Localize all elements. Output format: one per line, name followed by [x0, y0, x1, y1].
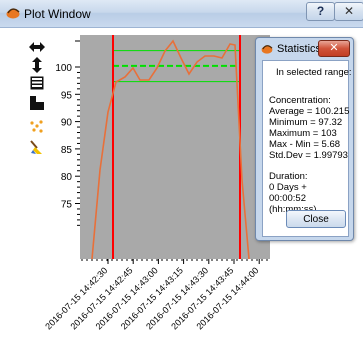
stats-duration-time: 00:00:52 — [269, 193, 306, 204]
stats-duration-format: (hh:mm:ss) — [269, 204, 317, 216]
stats-range: Max - Min = 5.68 — [269, 139, 341, 150]
scatter-icon[interactable] — [26, 118, 48, 136]
stats-minimum: Minimum = 97.32 — [269, 117, 343, 128]
stats-stddev: Std.Dev = 1.99793 — [269, 150, 348, 161]
stats-duration-label: Duration: — [269, 171, 308, 182]
stats-concentration-label: Concentration: — [269, 95, 331, 106]
title-bar[interactable]: Plot Window ? ✕ — [0, 0, 363, 28]
stats-close-button[interactable]: Close — [286, 210, 346, 228]
window-close-button[interactable]: ✕ — [334, 2, 363, 21]
y-tick-label: 85 — [61, 145, 73, 156]
stats-maximum: Maximum = 103 — [269, 128, 337, 139]
window-title: Plot Window — [24, 7, 91, 21]
stats-average: Average = 100.215 — [269, 106, 350, 117]
broom-icon[interactable] — [26, 138, 48, 156]
data-series-line — [91, 39, 250, 260]
pan-vertical-icon[interactable] — [26, 56, 48, 74]
y-tick-label: 80 — [61, 172, 73, 183]
stats-title-bar[interactable]: Statistics ✕ — [256, 38, 353, 60]
copy-icon[interactable] — [26, 94, 48, 112]
pan-horizontal-icon[interactable] — [26, 38, 48, 56]
stats-title: Statistics — [277, 43, 322, 55]
stats-app-icon — [261, 45, 273, 54]
stats-header: In selected range: — [276, 67, 352, 78]
y-tick-label: 100 — [55, 63, 72, 74]
stats-duration-days: 0 Days + — [269, 182, 307, 193]
y-tick-label: 75 — [61, 200, 73, 211]
app-logo-icon — [6, 8, 20, 19]
plot-area — [80, 35, 270, 259]
table-icon[interactable] — [26, 74, 48, 92]
y-tick-label: 90 — [61, 118, 73, 129]
stats-body: In selected range: Concentration: Averag… — [262, 60, 352, 237]
stats-close-x-button[interactable]: ✕ — [318, 40, 350, 57]
y-tick-label: 95 — [61, 90, 73, 101]
statistics-dialog: Statistics ✕ In selected range: Concentr… — [255, 37, 354, 241]
